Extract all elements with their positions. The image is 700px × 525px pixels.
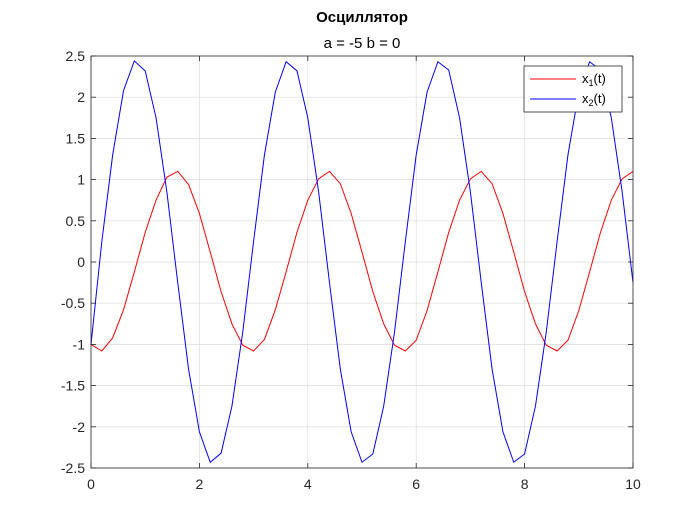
chart-subtitle: a = -5 b = 0 (324, 35, 401, 52)
legend-box (523, 65, 623, 113)
x-tick-label: 8 (521, 476, 529, 492)
legend-label-main: x (582, 91, 589, 106)
y-tick-label: -0.5 (61, 295, 85, 311)
legend-label-subscript: 2 (589, 98, 594, 108)
x-tick-label: 10 (625, 476, 641, 492)
y-tick-label: 1 (77, 172, 85, 188)
legend-label: x2(t) (582, 91, 606, 108)
y-tick-label: 2 (77, 89, 85, 105)
y-tick-label: 0.5 (66, 213, 86, 229)
x-tick-label: 4 (304, 476, 312, 492)
y-tick-label: -2.5 (61, 460, 85, 476)
legend-label-subscript: 1 (589, 78, 594, 88)
chart-title: Осциллятор (316, 9, 408, 26)
y-tick-label: 0 (77, 254, 85, 270)
x-tick-label: 6 (412, 476, 420, 492)
y-tick-label: -1.5 (61, 378, 85, 394)
x-tick-label: 2 (196, 476, 204, 492)
legend-label-suffix: (t) (594, 91, 606, 106)
legend-label-main: x (582, 71, 589, 86)
x-tick-label: 0 (87, 476, 95, 492)
series-line-x1 (90, 170, 634, 352)
y-tick-label: -2 (73, 419, 86, 435)
legend-label: x1(t) (582, 71, 606, 88)
y-tick-label: 1.5 (66, 130, 86, 146)
plot-lines (90, 60, 634, 464)
legend-label-suffix: (t) (594, 71, 606, 86)
y-tick-label: 2.5 (66, 48, 86, 64)
y-tick-label: -1 (73, 336, 86, 352)
legend[interactable]: x1(t)x2(t) (523, 65, 623, 113)
axis-ticks: 0 2 4 6 8 10 -2.5 -2 -1.5 -1 -0.5 0 0.5 1 1.5 2 2.5 (61, 48, 641, 492)
series-line-x2 (90, 60, 634, 464)
